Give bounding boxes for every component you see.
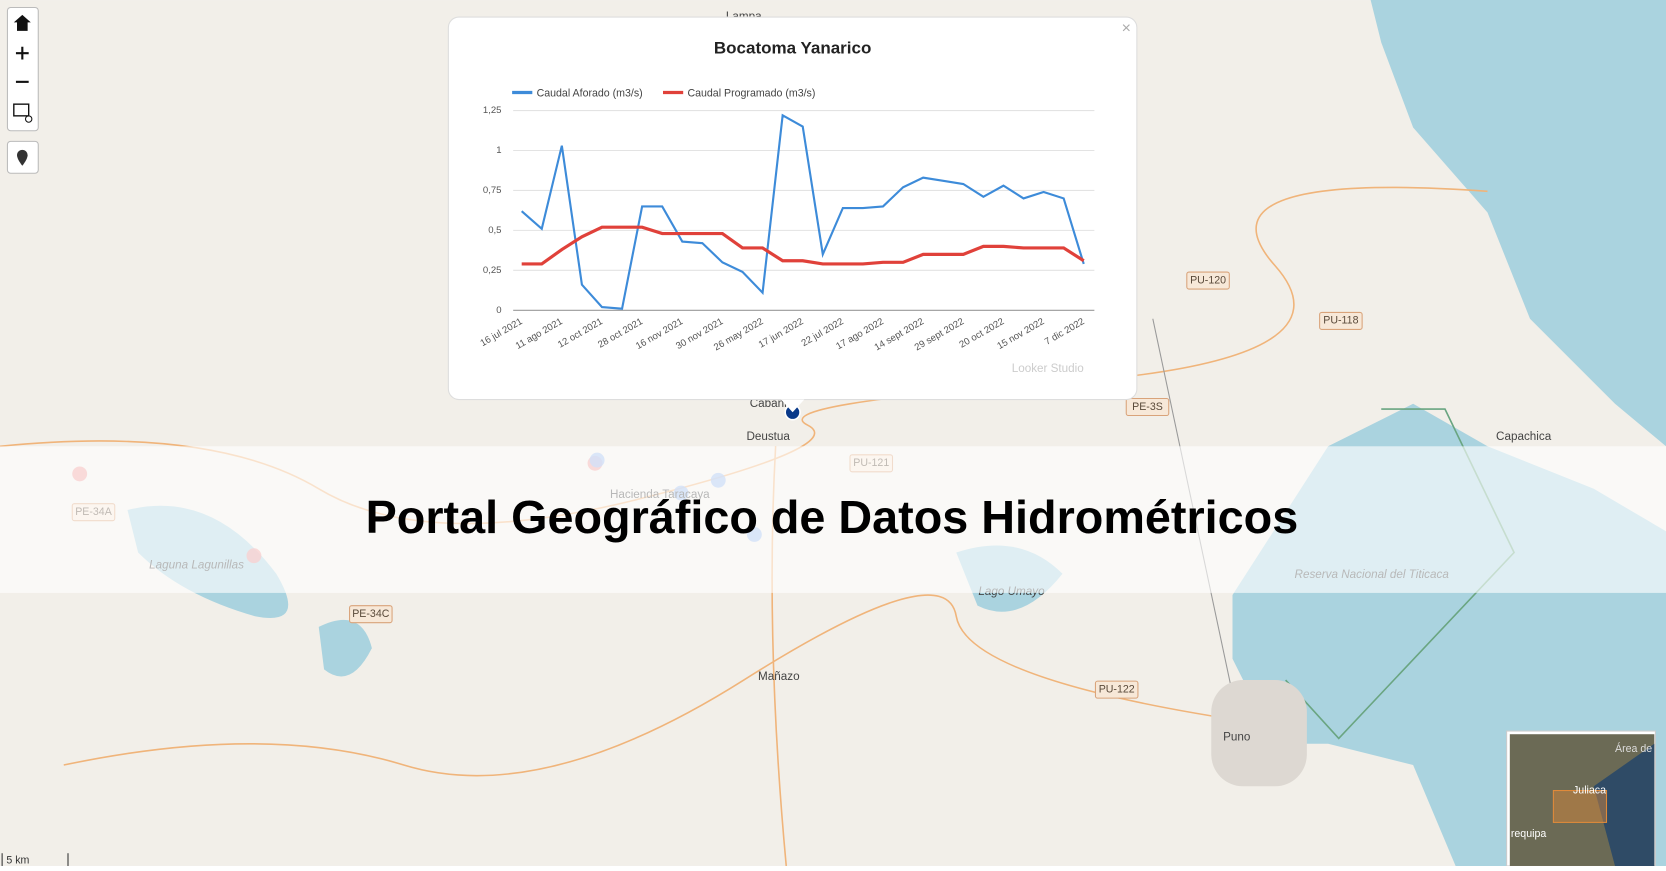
place-label: Capachica bbox=[1496, 430, 1552, 443]
popup-box bbox=[448, 17, 1137, 400]
place-label: PU-122 bbox=[1099, 683, 1135, 695]
minimap-label: requipa bbox=[1511, 828, 1546, 840]
popup-close[interactable]: × bbox=[1122, 20, 1131, 37]
place-label: Puno bbox=[1223, 730, 1250, 743]
y-tick-label: 1 bbox=[496, 145, 501, 156]
y-tick-label: 1,25 bbox=[483, 105, 502, 116]
place-label: Mañazo bbox=[758, 670, 800, 683]
popup-footer: Looker Studio bbox=[1012, 362, 1084, 375]
place-label: PU-118 bbox=[1323, 315, 1358, 327]
map-controls bbox=[7, 7, 38, 173]
y-tick-label: 0 bbox=[496, 305, 501, 316]
legend-label: Caudal Aforado (m3/s) bbox=[537, 87, 643, 99]
minimap-label: Juliaca bbox=[1573, 784, 1606, 796]
place-label: PE-3S bbox=[1132, 401, 1163, 413]
scale-label: 5 km bbox=[6, 854, 29, 866]
place-label: PU-120 bbox=[1190, 274, 1226, 286]
popup: × Bocatoma Yanarico 00,250,50,7511,2516 … bbox=[448, 17, 1137, 412]
minimap-label: Área de bbox=[1615, 742, 1652, 755]
y-tick-label: 0,5 bbox=[488, 225, 501, 236]
legend-label: Caudal Programado (m3/s) bbox=[687, 87, 815, 99]
place-label: Deustua bbox=[746, 430, 790, 443]
chart-title: Bocatoma Yanarico bbox=[714, 38, 871, 57]
banner-title: Portal Geográfico de Datos Hidrométricos bbox=[366, 491, 1299, 543]
place-label: PE-34C bbox=[352, 608, 389, 620]
y-tick-label: 0,75 bbox=[483, 185, 502, 196]
y-tick-label: 0,25 bbox=[483, 265, 502, 276]
